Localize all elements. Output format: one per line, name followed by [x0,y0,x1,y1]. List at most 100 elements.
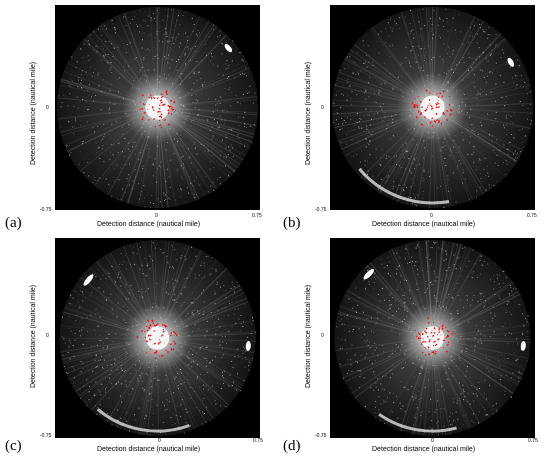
speckle [402,96,404,98]
speckle [477,395,479,397]
speckle [133,101,135,103]
speckle [232,284,234,286]
speckle [134,77,136,79]
speckle [438,247,440,249]
speckle [361,127,363,129]
speckle [451,115,453,117]
target-mark [419,113,422,116]
speckle [422,191,424,193]
target-mark [425,89,428,92]
speckle [481,381,483,383]
target-mark [424,330,426,333]
speckle [385,286,387,288]
speckle [228,301,230,303]
speckle [156,82,158,84]
clutter-streak [143,240,158,339]
speckle [89,66,91,68]
speckle [227,77,229,79]
speckle [198,71,200,73]
speckle [473,400,474,402]
clutter-streak [432,15,475,108]
speckle [196,377,198,379]
speckle [207,98,209,100]
speckle [388,175,389,177]
speckle [172,332,174,334]
speckle [104,25,106,27]
target-mark [148,338,152,341]
speckle [412,396,414,398]
speckle [357,71,359,73]
speckle [222,139,223,141]
speckle [462,307,464,309]
speckle [206,360,208,361]
speckle [170,417,172,418]
speckle [377,354,379,356]
speckle [398,123,400,125]
speckle [361,150,362,152]
speckle [221,307,223,309]
speckle [505,159,507,161]
speckle [194,391,195,393]
speckle [103,161,105,163]
speckle [116,316,118,318]
speckle [368,96,370,98]
speckle [134,318,136,320]
speckle [366,353,368,355]
speckle [217,36,219,38]
speckle [237,101,239,103]
speckle [202,411,203,413]
speckle [350,364,352,366]
speckle [173,293,175,295]
speckle [491,369,493,371]
speckle [112,144,114,146]
speckle [155,247,156,249]
speckle [138,158,139,160]
panel-d: Detection distance (nautical mile) 0 -0.… [275,233,550,466]
speckle [165,390,167,392]
speckle [370,278,372,280]
speckle [128,333,129,335]
speckle [88,386,90,387]
speckle [198,114,200,115]
speckle [495,83,497,85]
speckle [346,314,348,316]
speckle [507,63,509,65]
speckle [70,342,71,344]
speckle [123,333,125,335]
speckle [444,145,446,147]
speckle [419,35,421,37]
speckle [120,395,121,397]
speckle [475,58,477,60]
speckle [99,359,101,361]
speckle [443,408,445,410]
speckle [343,94,344,96]
speckle [157,198,159,200]
speckle [214,291,216,293]
speckle [169,266,171,268]
speckle [164,409,166,411]
speckle [174,378,176,380]
speckle [125,322,127,323]
speckle [425,308,427,310]
speckle [492,413,494,415]
speckle [103,56,105,58]
speckle [166,40,168,42]
speckle [93,31,95,33]
speckle [436,300,438,302]
speckle [369,140,371,142]
speckle [449,154,451,156]
speckle [138,87,140,89]
clutter-streak [60,337,158,353]
speckle [431,247,433,249]
speckle [406,186,407,188]
clutter-streak [57,107,158,120]
speckle [490,279,491,281]
speckle [364,178,366,179]
speckle [485,81,487,83]
clutter-streak [428,7,434,108]
clutter-streak [344,294,433,339]
speckle [387,273,389,275]
clutter-streak [364,266,433,339]
speckle [210,312,212,314]
target-mark [426,335,429,338]
